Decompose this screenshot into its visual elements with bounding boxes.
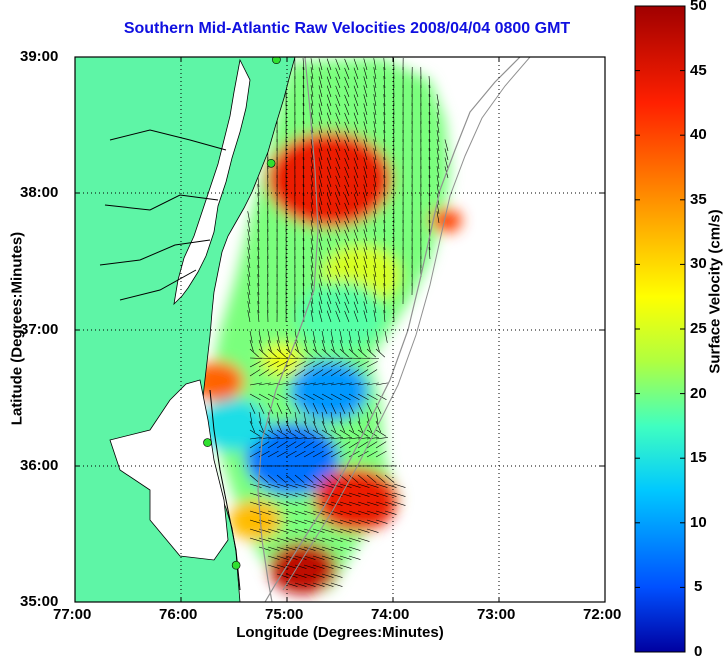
velocity-region (290, 361, 368, 421)
colorbar-label: Surface Velocity (cm/s) (707, 162, 724, 422)
colorbar-tick-label: 30 (690, 255, 707, 272)
colorbar (635, 6, 685, 652)
y-tick-label: 39:00 (20, 48, 58, 65)
x-tick-label: 73:00 (477, 606, 515, 623)
colorbar-tick-label: 50 (690, 0, 707, 14)
velocity-region (229, 500, 281, 540)
station-marker (204, 439, 212, 447)
colorbar-tick-label: 35 (690, 191, 707, 208)
y-tick-label: 37:00 (20, 321, 58, 338)
y-axis-label: Latitude (Degrees:Minutes) (9, 164, 26, 494)
y-tick-label: 38:00 (20, 184, 58, 201)
x-tick-label: 72:00 (583, 606, 621, 623)
colorbar-tick-label: 45 (690, 62, 707, 79)
x-axis-label: Longitude (Degrees:Minutes) (75, 624, 605, 641)
y-tick-label: 36:00 (20, 457, 58, 474)
x-tick-label: 75:00 (265, 606, 303, 623)
station-marker (232, 561, 240, 569)
colorbar-tick-label: 40 (690, 126, 707, 143)
x-tick-label: 77:00 (53, 606, 91, 623)
colorbar-tick-label: 25 (690, 320, 707, 337)
colorbar-tick-label: 0 (694, 643, 702, 660)
x-tick-label: 76:00 (159, 606, 197, 623)
colorbar-tick-label: 20 (690, 385, 707, 402)
colorbar-tick-label: 10 (690, 514, 707, 531)
x-tick-label: 74:00 (371, 606, 409, 623)
colorbar-tick-label: 5 (694, 578, 702, 595)
colorbar-tick-label: 15 (690, 449, 707, 466)
velocity-region (296, 282, 384, 350)
station-marker (267, 159, 275, 167)
